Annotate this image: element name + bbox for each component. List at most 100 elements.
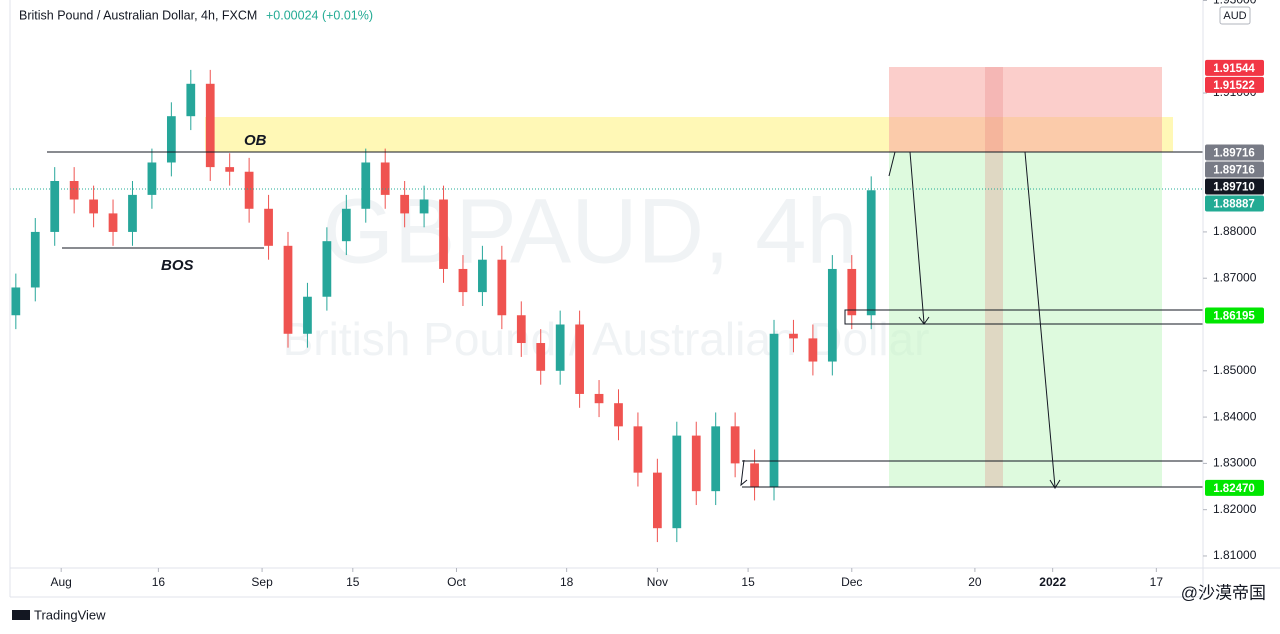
candle-body — [672, 435, 682, 529]
drawings — [47, 151, 1204, 489]
candle-body — [516, 315, 526, 344]
x-tick-label: Dec — [841, 575, 862, 589]
y-tick-label: 1.85000 — [1213, 363, 1257, 377]
x-tick-label: 16 — [152, 575, 166, 589]
candle-body — [322, 241, 332, 297]
candle-body — [244, 171, 254, 209]
stop-zone — [889, 67, 1162, 152]
x-tick-label: 18 — [560, 575, 574, 589]
candle-body — [225, 167, 235, 172]
price-label: 1.91544 — [1213, 63, 1255, 75]
candle-body — [458, 268, 468, 293]
watermark: GBPAUD, 4h — [322, 180, 857, 282]
candle-body — [769, 333, 779, 487]
x-tick-label: Nov — [647, 575, 668, 589]
candle-body — [730, 426, 740, 464]
candles — [11, 69, 876, 543]
candle-body — [536, 343, 546, 371]
x-tick-label: Sep — [251, 575, 273, 589]
candle-body — [30, 231, 40, 288]
price-label: 1.88887 — [1213, 199, 1255, 211]
price-label: 1.89716 — [1213, 165, 1255, 177]
price-label-box — [1205, 479, 1264, 496]
x-tick-label: 15 — [741, 575, 755, 589]
x-tick-label: 15 — [346, 575, 360, 589]
candle-body — [69, 181, 79, 200]
y-tick-label: 1.83000 — [1213, 456, 1257, 470]
annotation: OB — [244, 132, 267, 149]
candle-body — [750, 463, 759, 487]
candle-body — [439, 199, 448, 269]
y-tick-label: 1.82000 — [1213, 502, 1257, 516]
price-label-box — [1205, 178, 1264, 195]
price-label: 1.89716 — [1213, 148, 1255, 160]
candle-body — [652, 472, 662, 529]
candle-body — [691, 435, 701, 492]
chart-title: British Pound / Australian Dollar, 4h, F… — [19, 8, 257, 22]
price-label: 1.82470 — [1213, 483, 1255, 495]
x-tick-label: 20 — [968, 575, 982, 589]
price-label-box — [1205, 76, 1264, 93]
candle-body — [128, 194, 137, 232]
arrow — [1024, 151, 1056, 488]
arrow-head — [740, 459, 748, 487]
x-tick-label: 2022 — [1039, 575, 1066, 589]
candle-body — [478, 259, 487, 293]
arrow-head — [1049, 479, 1061, 489]
y-tick-label: 1.87000 — [1213, 270, 1257, 284]
price-label-box — [1205, 161, 1264, 178]
candle-body — [303, 296, 312, 334]
candle-body — [711, 426, 721, 492]
currency: AUD — [1223, 10, 1246, 22]
candle-body — [633, 426, 643, 473]
candle-body — [50, 181, 60, 232]
price-change: +0.00024 (+0.01%) — [266, 8, 373, 22]
candle-body — [341, 208, 351, 242]
candle-body — [166, 116, 176, 163]
annotation: BOS — [161, 257, 194, 274]
candle-body — [283, 245, 293, 334]
y-tick-label: 1.81000 — [1213, 548, 1257, 562]
y-tick-label: 1.84000 — [1213, 409, 1257, 423]
y-tick-label: 1.93000 — [1213, 0, 1257, 7]
credit: @沙漠帝国 — [1181, 583, 1266, 602]
candle-body — [789, 333, 798, 339]
x-axis-labels: Aug 16 Sep 15 Oct 18 Nov 15 Dec 20 2022 17 — [51, 568, 1164, 589]
price-label: 1.91522 — [1213, 80, 1255, 92]
candle-body — [866, 190, 876, 316]
currency-box — [1219, 6, 1251, 25]
y-axis-labels: 1.81000 1.82000 1.83000 1.84000 1.85000 1.870… — [1203, 0, 1257, 562]
x-tick-label: Oct — [447, 575, 466, 589]
candle-body — [380, 162, 390, 195]
price-label: 1.89710 — [1213, 182, 1255, 194]
candle-body — [186, 83, 196, 117]
candle-body — [361, 162, 371, 209]
zone-strip — [985, 67, 1003, 487]
candle-body — [614, 403, 623, 427]
candle-body — [555, 324, 565, 371]
arrow — [888, 151, 925, 324]
price-labels: 1.91544 1.91522 1.89716 1.89716 1.89710 1.888… — [1205, 59, 1264, 496]
candle-body — [147, 162, 157, 195]
y-tick-label: 1.88000 — [1213, 224, 1257, 238]
watermark-subtitle: British Pound / Australian Dollar — [283, 313, 930, 365]
candle-body — [205, 83, 215, 168]
price-label-box — [1205, 59, 1264, 76]
candle-body — [264, 208, 273, 246]
price-label: 1.86195 — [1213, 311, 1255, 323]
candle-body — [847, 268, 857, 316]
candle-body — [808, 338, 818, 362]
candle-body — [497, 259, 507, 316]
x-tick-label: 17 — [1150, 575, 1164, 589]
candle-body — [89, 199, 98, 214]
arrow-head — [918, 316, 930, 325]
target-zone — [889, 152, 1162, 487]
candle-body — [419, 199, 429, 214]
candle-body — [594, 393, 604, 404]
brand-logo — [12, 610, 30, 620]
candle-body — [400, 194, 410, 214]
price-label-box — [1205, 195, 1264, 212]
price-label-box — [1205, 307, 1264, 324]
